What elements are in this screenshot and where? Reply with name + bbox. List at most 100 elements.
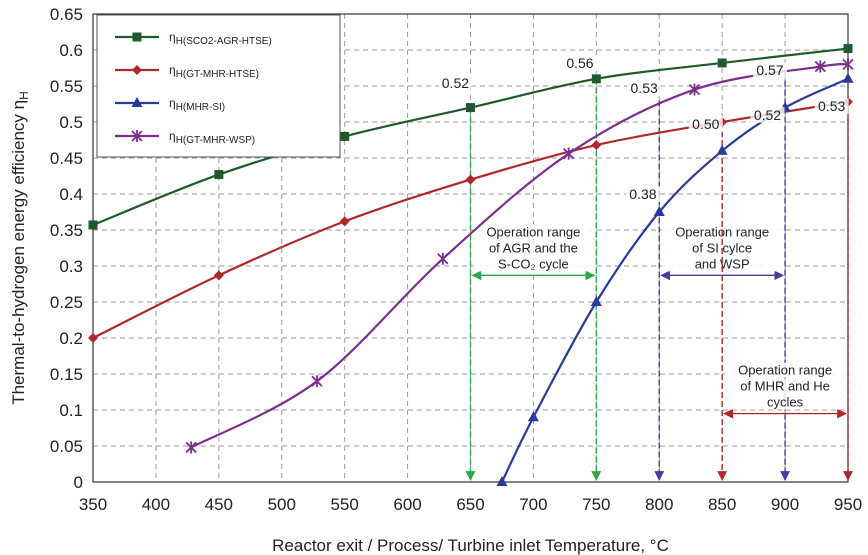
data-point-triangle	[716, 144, 728, 155]
range-label-bg	[725, 362, 846, 378]
y-tick-label: 0.65	[50, 5, 83, 24]
range-label-line: S-CO₂ cycle	[498, 256, 569, 271]
data-point-x	[688, 83, 701, 96]
data-point-x	[131, 130, 143, 142]
x-tick-label: 950	[834, 495, 862, 514]
data-point-square	[88, 220, 98, 230]
data-label-bg	[688, 116, 723, 133]
range-label-line: of AGR and the	[489, 240, 578, 255]
legend-label: ηH(MHR-SI)	[169, 96, 225, 113]
y-tick-label: 0.05	[50, 437, 83, 456]
data-label-bg	[752, 62, 787, 79]
data-point-x-shape	[563, 147, 575, 160]
y-tick-label: 0.55	[50, 77, 83, 96]
data-point-diamond	[591, 140, 602, 151]
x-tick-label: 550	[330, 495, 358, 514]
data-point-x	[437, 252, 449, 265]
data-point-x	[185, 441, 197, 454]
x-tick-label: 700	[519, 495, 547, 514]
data-label: 0.52	[754, 107, 781, 123]
data-point-triangle	[496, 476, 508, 486]
x-tick-label: 350	[79, 495, 107, 514]
data-labels: 0.52 0.56 0.53 0.50 0.57 0.52 0.53 0.38	[438, 55, 849, 203]
y-axis-title-sub: H	[17, 91, 31, 100]
x-tick-label: 750	[582, 495, 610, 514]
legend-label: ηH(SCO2-AGR-HTSE)	[169, 30, 272, 47]
legend-label-sub: H(GT-MHR-WSP)	[176, 135, 255, 146]
data-point-triangle	[653, 206, 665, 216]
legend-label-sub: H(SCO2-AGR-HTSE)	[176, 36, 272, 47]
data-label-bg	[750, 106, 785, 123]
range-label-bg	[662, 256, 783, 272]
data-point-diamond	[465, 174, 476, 185]
range-label-line: Operation range	[738, 363, 832, 378]
data-point-triangle	[842, 72, 854, 83]
data-label-bg	[562, 55, 597, 71]
x-tick-label: 900	[771, 495, 799, 514]
data-point-x	[563, 147, 575, 160]
y-tick-label: 0.15	[50, 365, 83, 384]
data-point-x-shape	[842, 58, 854, 71]
data-label-bg	[627, 80, 662, 97]
x-tick-label: 400	[142, 495, 170, 514]
legend: ηH(SCO2-AGR-HTSE)ηH(GT-MHR-HTSE)ηH(MHR-S…	[96, 14, 341, 158]
range-label-bg	[473, 240, 594, 256]
data-point-x-shape	[814, 60, 826, 73]
range-label-bg	[662, 240, 783, 256]
data-point-x	[311, 375, 323, 388]
data-label: 0.57	[756, 62, 783, 78]
y-axis-title-main: Thermal-to-hydrogen energy efficiency η	[9, 100, 28, 405]
data-label: 0.53	[631, 80, 658, 96]
y-tick-label: 0.4	[59, 185, 83, 204]
data-label: 0.38	[629, 186, 656, 202]
axis-ticks: 350 400 450 500 550 600 650 700 750 800 850 900 950 0…	[50, 5, 862, 514]
data-label-bg	[438, 75, 473, 92]
data-point-x-shape	[131, 130, 143, 142]
data-label-bg	[625, 186, 660, 203]
data-label: 0.53	[818, 98, 845, 114]
data-point-square	[717, 58, 727, 68]
data-point-x	[842, 58, 854, 71]
data-point-diamond	[213, 270, 224, 281]
data-point-triangle	[131, 97, 143, 107]
x-tick-label: 450	[205, 495, 233, 514]
y-tick-label: 0.25	[50, 293, 83, 312]
range-label-line: cycles	[767, 395, 804, 410]
range-label-line: Operation range	[486, 224, 580, 239]
legend-label-main: η	[169, 30, 176, 44]
range-label-bg	[725, 378, 846, 394]
legend-label-main: η	[169, 96, 176, 110]
data-point-x-shape	[437, 252, 449, 265]
y-tick-label: 0.35	[50, 221, 83, 240]
range-label-bg	[725, 394, 846, 410]
data-point-triangle	[590, 296, 602, 306]
y-tick-label: 0.5	[59, 113, 83, 132]
x-tick-label: 500	[268, 495, 296, 514]
data-label: 0.52	[442, 75, 469, 91]
x-tick-label: 800	[645, 495, 673, 514]
x-tick-label: 600	[393, 495, 421, 514]
data-label: 0.50	[692, 116, 719, 132]
y-tick-label: 0.45	[50, 149, 83, 168]
data-point-x	[814, 60, 826, 73]
legend-label-main: η	[169, 129, 176, 143]
range-label-line: of SI cylce	[692, 240, 752, 255]
data-point-x-shape	[311, 375, 323, 388]
data-point-diamond	[339, 216, 350, 227]
data-label: 0.56	[566, 55, 593, 71]
y-tick-label: 0.1	[59, 401, 83, 420]
y-tick-label: 0.2	[59, 329, 83, 348]
data-point-x-shape	[185, 441, 197, 454]
data-point-square	[214, 170, 224, 180]
range-label-line: of MHR and He	[740, 379, 830, 394]
data-point-x-shape	[688, 83, 701, 96]
data-point-square	[591, 74, 601, 84]
data-point-diamond	[132, 65, 142, 75]
y-tick-label: 0.3	[59, 257, 83, 276]
data-point-square	[466, 103, 475, 113]
data-label-bg	[814, 98, 849, 115]
data-point-diamond	[88, 333, 98, 343]
range-label-bg	[473, 224, 594, 240]
data-point-square	[843, 44, 853, 54]
